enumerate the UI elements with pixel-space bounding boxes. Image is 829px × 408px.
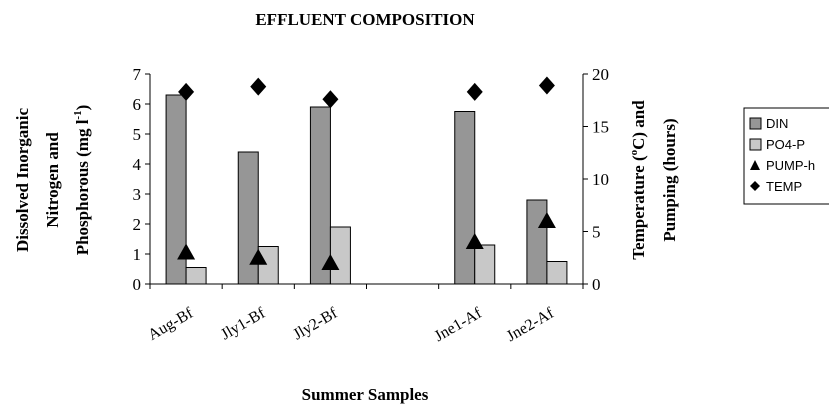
chart-title: EFFLUENT COMPOSITION [255, 10, 475, 29]
bar-din-2 [309, 106, 331, 285]
marker-pump-h-1 [249, 248, 268, 265]
legend-label-pump-h: PUMP-h [766, 158, 815, 173]
left-axis-title-close: ) [73, 105, 92, 111]
x-axis-title: Summer Samples [302, 385, 429, 404]
right-tick-label-3: 15 [592, 118, 609, 137]
bar-po4-p-5 [546, 261, 568, 285]
right-axis-title-line-1-a: Temperature ( [629, 155, 648, 260]
left-axis-title-line-3: Phosphorous (mg l-1) [72, 105, 92, 256]
legend-swatch-po4-p [749, 138, 762, 151]
marker-temp-0 [178, 82, 195, 101]
right-axis-title: Temperature (oC) and Pumping (hours) [628, 100, 679, 260]
legend: DIN PO4-P PUMP-h TEMP [743, 107, 829, 205]
left-axis-title-line-3-main: Phosphorous (mg l [73, 119, 92, 255]
x-tick-label-2: Jly2-Bf [290, 304, 341, 343]
right-axis-title-line-1: Temperature (oC) and [628, 100, 648, 260]
right-tick-label-2: 10 [592, 170, 609, 189]
left-axis-title: Dissolved Inorganic Nitrogen and Phospho… [13, 105, 92, 256]
plot-area: 0 1 2 3 4 5 6 7 0 5 10 15 20 Aug-Bf Jly1-Bf Jly2-Bf Jne1… [133, 65, 610, 345]
legend-label-temp: TEMP [766, 179, 802, 194]
left-tick-label-7: 7 [133, 65, 142, 84]
legend-swatch-temp [750, 181, 760, 191]
right-axis-title-line-2: Pumping (hours) [660, 118, 679, 241]
bar-din-4 [454, 111, 476, 285]
right-tick-label-0: 0 [592, 275, 601, 294]
marker-temp-4 [466, 82, 483, 101]
legend-label-po4-p: PO4-P [766, 137, 805, 152]
right-axis-title-line-1-b: C) and [629, 100, 648, 150]
left-tick-label-4: 4 [133, 155, 142, 174]
x-tick-label-5: Jne2-Af [504, 304, 558, 345]
legend-label-din: DIN [766, 116, 788, 131]
bar-po4-p-1 [257, 246, 279, 285]
left-tick-label-1: 1 [133, 245, 142, 264]
marker-temp-5 [538, 76, 555, 95]
bar-po4-p-0 [185, 267, 207, 285]
marker-temp-2 [322, 90, 339, 109]
bar-din-5 [526, 199, 548, 285]
marker-pump-h-2 [321, 254, 340, 270]
x-tick-label-4: Jne1-Af [432, 304, 486, 345]
left-axis-title-superscript: -1 [72, 110, 84, 119]
left-tick-label-2: 2 [133, 215, 142, 234]
marker-pump-h-4 [465, 233, 484, 249]
marker-pump-h-5 [537, 212, 556, 228]
right-axis-title-degree: o [628, 149, 640, 155]
marker-pump-h-0 [177, 243, 196, 260]
left-axis-title-line-2: Nitrogen and [43, 132, 62, 228]
x-tick-label-1: Jly1-Bf [218, 304, 269, 343]
legend-swatch-pump-h [750, 160, 760, 170]
left-tick-label-3: 3 [133, 185, 142, 204]
marker-temp-1 [250, 77, 267, 96]
legend-swatch-din [749, 117, 762, 130]
left-axis-title-line-1: Dissolved Inorganic [13, 108, 32, 252]
right-tick-label-1: 5 [592, 223, 601, 242]
left-tick-label-0: 0 [133, 275, 142, 294]
left-tick-label-5: 5 [133, 125, 142, 144]
bar-po4-p-2 [329, 226, 351, 285]
right-tick-label-4: 20 [592, 65, 609, 84]
bar-po4-p-4 [474, 244, 496, 285]
x-tick-label-0: Aug-Bf [145, 304, 196, 343]
left-tick-label-6: 6 [133, 95, 142, 114]
